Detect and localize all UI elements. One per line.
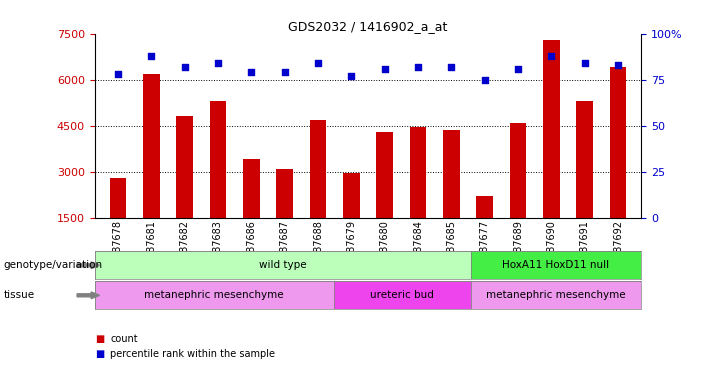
Bar (470, 281, 641, 309)
Bar (576, 101, 593, 217)
Point (346, 73, 357, 79)
Point (179, 64, 190, 70)
Point (479, 77, 490, 83)
Bar (343, 173, 360, 217)
Bar (477, 196, 493, 217)
Bar (276, 168, 293, 217)
Point (146, 53, 157, 59)
Bar (210, 101, 226, 217)
Text: ■: ■ (95, 350, 104, 359)
Text: genotype/variation: genotype/variation (4, 260, 102, 270)
Text: count: count (110, 334, 137, 344)
Bar (310, 120, 327, 218)
Text: percentile rank within the sample: percentile rank within the sample (110, 350, 275, 359)
Text: HoxA11 HoxD11 null: HoxA11 HoxD11 null (503, 260, 610, 270)
Bar (470, 251, 641, 279)
Bar (95, 281, 334, 309)
Point (379, 66, 390, 72)
Title: GDS2032 / 1416902_a_at: GDS2032 / 1416902_a_at (288, 20, 448, 33)
Text: metanephric mesenchyme: metanephric mesenchyme (144, 290, 284, 300)
Point (279, 69, 290, 75)
Point (212, 60, 224, 66)
Bar (409, 127, 426, 218)
Point (512, 66, 524, 72)
Bar (510, 123, 526, 218)
Bar (143, 74, 160, 217)
Text: ■: ■ (95, 334, 104, 344)
Bar (95, 251, 470, 279)
Point (546, 53, 557, 59)
Text: tissue: tissue (4, 290, 34, 300)
Text: metanephric mesenchyme: metanephric mesenchyme (486, 290, 626, 300)
Text: wild type: wild type (259, 260, 306, 270)
Bar (543, 40, 559, 218)
Point (613, 62, 624, 68)
Point (313, 60, 324, 66)
Bar (109, 178, 126, 218)
Point (112, 71, 123, 77)
Bar (243, 159, 259, 218)
Point (579, 60, 590, 66)
Point (446, 64, 457, 70)
Bar (610, 68, 627, 218)
Bar (334, 281, 470, 309)
Bar (443, 130, 460, 218)
Text: ureteric bud: ureteric bud (370, 290, 434, 300)
Bar (376, 132, 393, 218)
Point (412, 64, 423, 70)
Point (246, 69, 257, 75)
Bar (177, 117, 193, 218)
